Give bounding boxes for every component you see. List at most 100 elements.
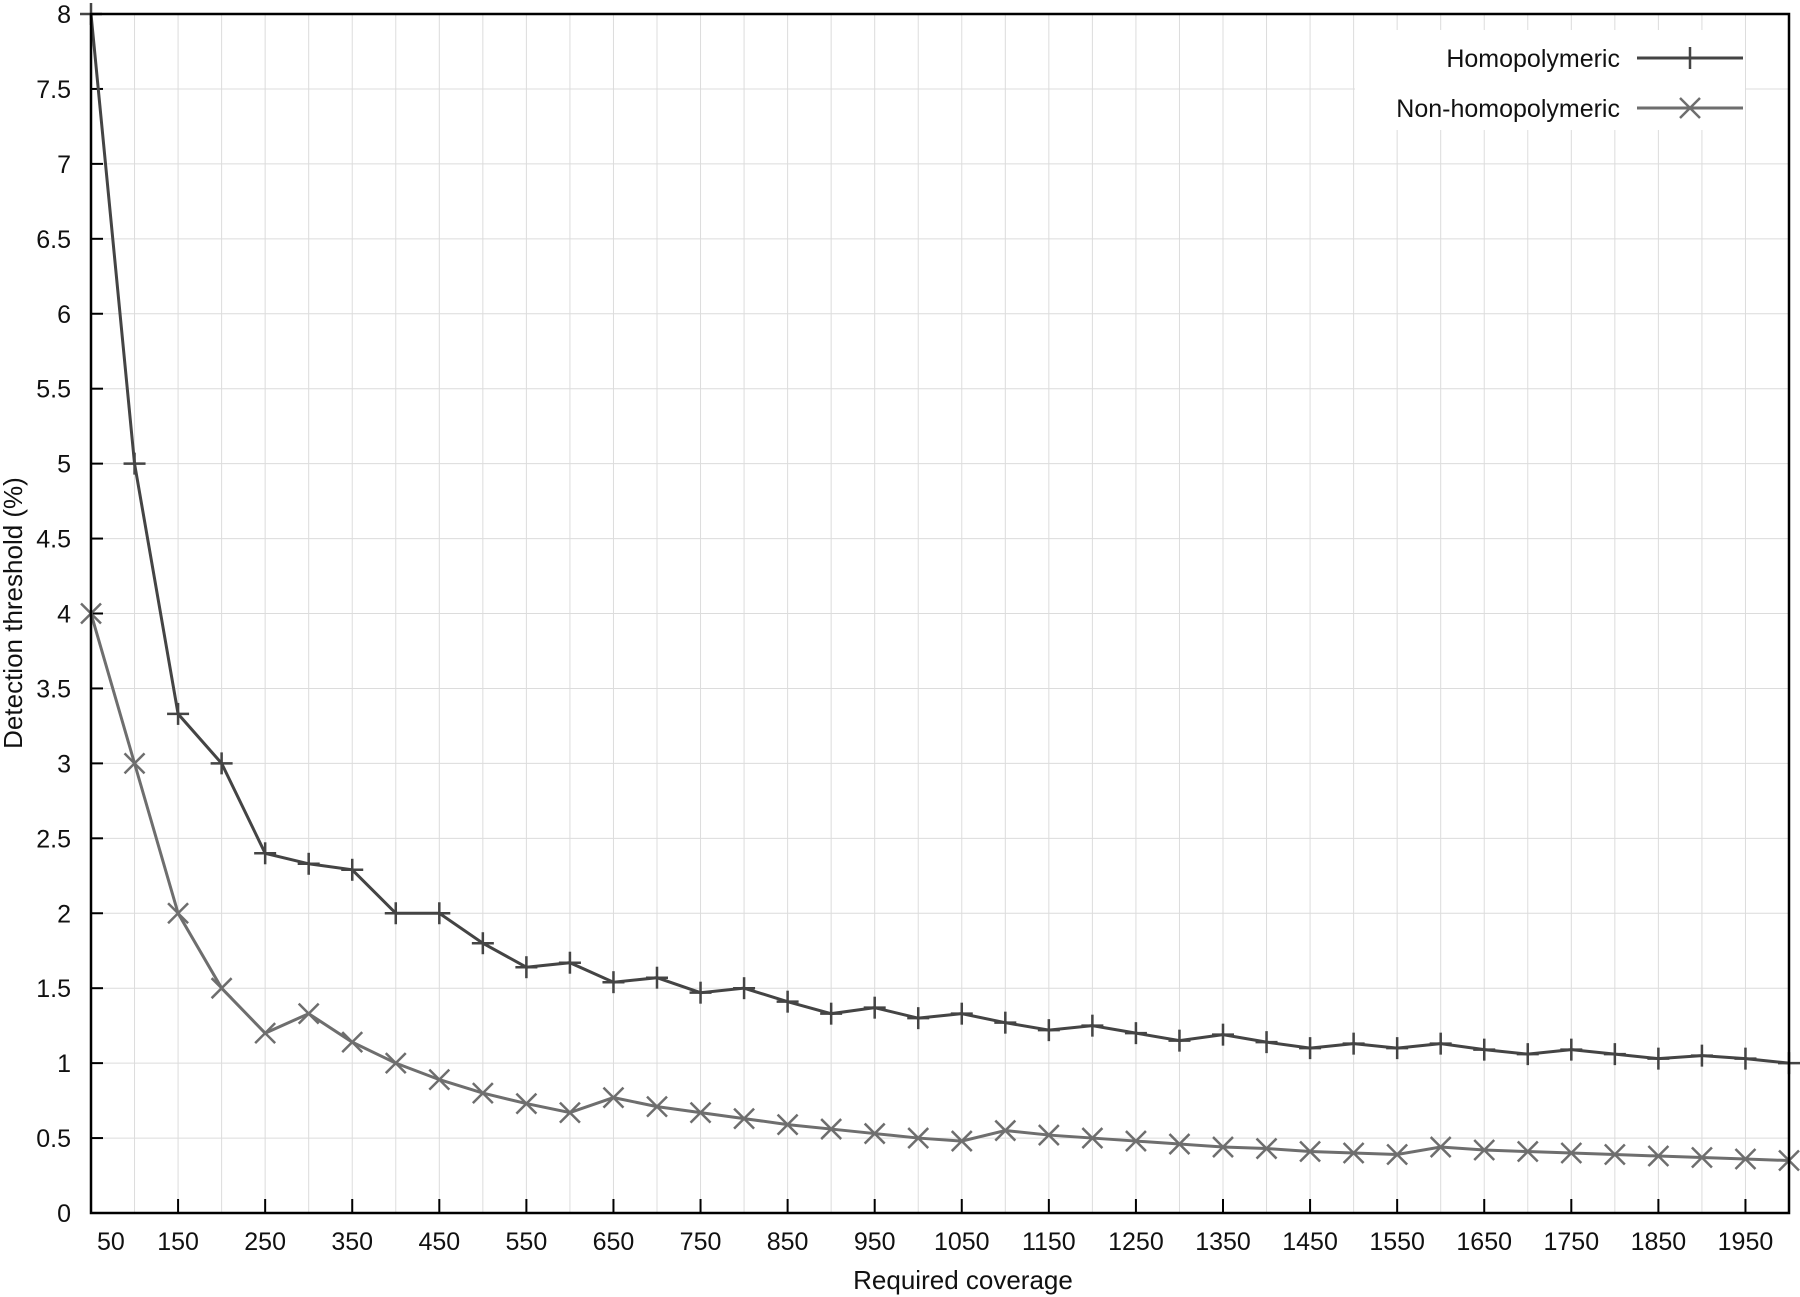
plus-marker: [297, 852, 320, 875]
cross-marker: [689, 1101, 712, 1124]
legend-background: [1355, 30, 1745, 130]
cross-marker: [471, 1082, 494, 1104]
series-line: [89, 613, 1790, 1163]
cross-marker: [559, 1101, 581, 1124]
y-tick-label: 3: [57, 750, 71, 778]
cross-marker: [994, 1119, 1017, 1142]
cross-marker: [820, 1118, 843, 1140]
cross-marker: [646, 1095, 668, 1118]
plus-marker: [1516, 1043, 1539, 1066]
plus-marker: [863, 996, 886, 1019]
series-line: [89, 13, 1790, 1065]
x-tick-label: 50: [97, 1228, 125, 1256]
cross-marker: [1560, 1142, 1583, 1164]
y-tick-label: 5: [57, 451, 71, 479]
x-tick-label: 1650: [1456, 1228, 1512, 1256]
cross-marker: [210, 977, 233, 1000]
plus-marker: [515, 956, 538, 979]
cross-marker: [1299, 1140, 1321, 1163]
x-axis-label: Required coverage: [853, 1265, 1073, 1295]
x-tick-label: 1550: [1369, 1228, 1425, 1256]
x-tick-label: 1750: [1543, 1228, 1599, 1256]
cross-marker: [1255, 1137, 1278, 1160]
cross-marker: [254, 1022, 277, 1045]
y-tick-label: 0: [57, 1200, 71, 1228]
plus-marker: [210, 752, 233, 775]
plus-marker: [1212, 1023, 1234, 1046]
plus-marker: [820, 1002, 843, 1025]
cross-marker: [1386, 1143, 1409, 1166]
legend-label: Non-homopolymeric: [1396, 95, 1620, 123]
cross-marker: [1734, 1148, 1757, 1170]
x-tick-label: 1450: [1282, 1228, 1338, 1256]
y-tick-label: 8: [57, 1, 71, 29]
plus-marker: [1124, 1022, 1147, 1045]
cross-marker: [907, 1127, 930, 1149]
x-tick-label: 750: [680, 1228, 722, 1256]
plus-marker: [1734, 1047, 1757, 1070]
cross-marker: [1212, 1136, 1234, 1158]
x-tick-label: 150: [157, 1228, 199, 1256]
y-tick-label: 5.5: [36, 376, 71, 404]
plus-marker: [1168, 1029, 1191, 1052]
x-axis-ticks: 50 150 250 350 450 550 650 750 850 950 1050 1150 125…: [90, 1199, 1774, 1256]
cross-marker: [602, 1086, 625, 1109]
y-tick-label: 0.5: [36, 1125, 71, 1153]
x-tick-label: 1950: [1718, 1228, 1774, 1256]
plus-marker: [1342, 1032, 1365, 1055]
x-tick-label: 650: [593, 1228, 635, 1256]
grid: [91, 14, 1789, 1213]
plus-marker: [428, 902, 451, 925]
plus-marker: [907, 1007, 930, 1030]
y-tick-label: 3.5: [36, 675, 71, 703]
y-tick-label: 1.5: [36, 975, 71, 1003]
cross-marker: [1037, 1124, 1060, 1146]
plus-marker: [689, 981, 712, 1004]
y-tick-label: 7.5: [36, 76, 71, 104]
cross-marker: [1516, 1140, 1539, 1163]
plus-marker: [733, 977, 756, 1000]
cross-marker: [123, 752, 146, 775]
cross-marker: [1342, 1142, 1365, 1164]
y-tick-label: 2.5: [36, 825, 71, 853]
x-tick-label: 450: [418, 1228, 460, 1256]
cross-marker: [1168, 1133, 1191, 1155]
plus-marker: [123, 452, 146, 475]
cross-marker: [1679, 97, 1701, 119]
cross-marker: [1691, 1146, 1713, 1169]
plus-marker: [1603, 1043, 1626, 1066]
plus-marker: [1037, 1019, 1060, 1042]
plus-marker: [1429, 1032, 1452, 1055]
plus-marker: [994, 1011, 1017, 1034]
y-tick-label: 2: [57, 900, 71, 928]
plus-marker: [1299, 1037, 1322, 1060]
cross-marker: [1429, 1136, 1452, 1158]
plus-marker: [602, 971, 625, 994]
x-tick-label: 350: [331, 1228, 373, 1256]
cross-marker: [776, 1113, 799, 1136]
x-tick-label: 1850: [1631, 1228, 1687, 1256]
x-tick-label: 1050: [934, 1228, 990, 1256]
plus-marker: [1386, 1037, 1409, 1060]
y-tick-label: 6: [57, 301, 71, 329]
plus-marker: [471, 932, 494, 955]
cross-marker: [1647, 1145, 1670, 1167]
cross-marker: [167, 902, 189, 925]
x-tick-label: 1350: [1195, 1228, 1251, 1256]
cross-marker: [341, 1031, 364, 1054]
series-non-homopolymeric: [80, 602, 1800, 1172]
cross-marker: [950, 1130, 973, 1152]
x-tick-label: 550: [506, 1228, 548, 1256]
plus-marker: [254, 842, 277, 865]
y-tick-label: 1: [57, 1050, 71, 1078]
cross-marker: [384, 1052, 407, 1075]
series-homopolymeric: [80, 3, 1800, 1075]
plus-marker: [776, 990, 799, 1013]
y-tick-label: 4: [57, 601, 71, 629]
cross-marker: [1603, 1143, 1626, 1166]
y-tick-label: 7: [57, 151, 71, 179]
cross-marker: [733, 1107, 755, 1130]
plus-marker: [950, 1002, 973, 1025]
plus-marker: [341, 858, 364, 881]
